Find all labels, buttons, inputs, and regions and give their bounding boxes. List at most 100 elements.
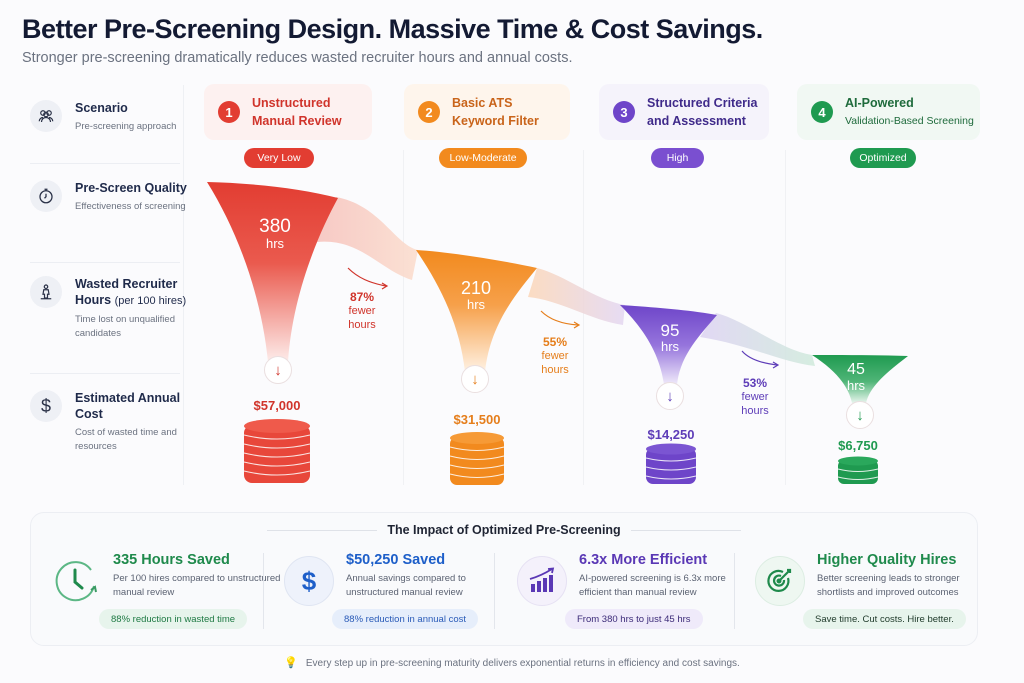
arrow-down-icon: ↓ xyxy=(656,382,684,410)
row-desc: Cost of wasted time and resources xyxy=(75,427,177,452)
row-divider xyxy=(30,373,180,374)
scenario-name-line2: and Assessment xyxy=(647,114,746,128)
hours-unit: hrs xyxy=(846,378,866,393)
scenario-header-1: 1 Unstructured Manual Review xyxy=(204,84,372,140)
row-title: Pre-Screen Quality xyxy=(75,181,187,195)
scenario-name-line2: Validation-Based Screening xyxy=(845,115,974,127)
lightbulb-icon: 💡 xyxy=(284,657,298,669)
row-desc: Effectiveness of screening xyxy=(75,201,186,212)
impact-card-hours: 335 Hours Saved Per 100 hires compared t… xyxy=(51,550,280,640)
page-subtitle: Stronger pre-screening dramatically redu… xyxy=(22,50,573,66)
reduction-label-1: 87% fewer hours xyxy=(337,290,387,332)
scenario-name-line2: Keyword Filter xyxy=(452,114,539,128)
step-number: 2 xyxy=(418,101,440,123)
reduction-label-3: 53% fewer hours xyxy=(730,376,780,418)
impact-title-text: The Impact of Optimized Pre-Screening xyxy=(387,523,621,537)
stopwatch-icon xyxy=(30,180,62,212)
card-desc: AI-powered screening is 6.3x more effici… xyxy=(579,573,726,598)
annual-cost-3: $14,250 xyxy=(647,427,695,442)
scenario-header-4: 4 AI-Powered Validation-Based Screening xyxy=(797,84,980,140)
column-divider xyxy=(785,150,786,485)
reduction-text: fewer xyxy=(741,391,769,403)
reduction-text: fewer xyxy=(541,350,569,362)
scenario-name-line1: Structured Criteria xyxy=(647,96,758,110)
reduction-text: hours xyxy=(541,364,569,376)
scenario-header-2: 2 Basic ATS Keyword Filter xyxy=(404,84,570,140)
footer-text: Every step up in pre-screening maturity … xyxy=(305,658,740,669)
card-desc: Annual savings compared to unstructured … xyxy=(346,573,466,598)
quality-badge: Low-Moderate xyxy=(439,148,527,168)
reduction-pct: 87% xyxy=(349,290,375,304)
card-title: $50,250 Saved xyxy=(346,552,446,568)
footer-note: 💡 Every step up in pre-screening maturity… xyxy=(0,656,1024,669)
hours-number: 210 xyxy=(460,278,492,298)
row-desc: Time lost on unqualified candidates xyxy=(75,314,175,339)
annual-cost-2: $31,500 xyxy=(453,412,501,427)
quality-badge: High xyxy=(651,148,704,168)
row-title: Wasted Recruiter Hours (per 100 hires) xyxy=(75,276,190,309)
quality-badge: Very Low xyxy=(244,148,314,168)
hours-value-4: 45 hrs xyxy=(826,362,886,395)
card-pill: 88% reduction in annual cost xyxy=(332,609,478,629)
card-title: Higher Quality Hires xyxy=(817,552,957,568)
row-title-suffix: (per 100 hires) xyxy=(114,295,187,307)
annual-cost-4: $6,750 xyxy=(838,438,878,453)
bar-chart-trend-icon xyxy=(517,556,567,606)
coin-stack-4 xyxy=(837,456,879,484)
row-title-text: Wasted Recruiter Hours xyxy=(75,277,178,307)
dollar-circle-icon: $ xyxy=(284,556,334,606)
hours-number: 95 xyxy=(660,321,680,340)
hours-number: 380 xyxy=(259,216,291,237)
reduction-text: fewer xyxy=(348,305,376,317)
scenario-header-3: 3 Structured Criteria and Assessment xyxy=(599,84,769,140)
scenario-name-line2: Manual Review xyxy=(252,114,342,128)
column-divider xyxy=(583,150,584,485)
coin-stack-3 xyxy=(645,443,697,484)
card-title: 335 Hours Saved xyxy=(113,552,230,568)
dollar-icon: $ xyxy=(30,390,62,422)
impact-card-quality: Higher Quality Hires Better screening le… xyxy=(755,550,975,640)
quality-badge: Optimized xyxy=(850,148,916,168)
scenario-name-line1: AI-Powered xyxy=(845,96,914,110)
hours-unit: hrs xyxy=(660,339,680,354)
reduction-text: hours xyxy=(741,405,769,417)
target-icon xyxy=(755,556,805,606)
arrow-down-icon: ↓ xyxy=(846,401,874,429)
row-title: Estimated Annual Cost xyxy=(75,391,181,421)
card-desc: Per 100 hires compared to unstructured m… xyxy=(113,573,281,598)
left-column-divider xyxy=(183,85,184,485)
card-desc: Better screening leads to stronger short… xyxy=(817,573,960,598)
column-divider xyxy=(403,150,404,485)
row-divider xyxy=(30,163,180,164)
arrow-down-icon: ↓ xyxy=(264,356,292,384)
impact-panel: The Impact of Optimized Pre-Screening 33… xyxy=(30,512,978,646)
arrow-down-icon: ↓ xyxy=(461,365,489,393)
card-divider xyxy=(263,553,264,629)
person-standing-icon xyxy=(30,276,62,308)
reduction-text: hours xyxy=(348,319,376,331)
card-divider xyxy=(734,553,735,629)
reduction-label-2: 55% fewer hours xyxy=(530,335,580,377)
page-title: Better Pre-Screening Design. Massive Tim… xyxy=(22,14,763,44)
coin-stack-1 xyxy=(243,419,311,483)
card-divider xyxy=(494,553,495,629)
impact-card-cost: $ $50,250 Saved Annual savings compared … xyxy=(284,550,504,640)
card-pill: 88% reduction in wasted time xyxy=(99,609,248,629)
step-number: 3 xyxy=(613,101,635,123)
step-number: 1 xyxy=(218,101,240,123)
step-number: 4 xyxy=(811,101,833,123)
row-title: Scenario xyxy=(75,101,128,115)
hours-unit: hrs xyxy=(265,236,285,251)
title-rule xyxy=(630,530,741,532)
hours-value-2: 210 hrs xyxy=(446,279,506,314)
impact-title: The Impact of Optimized Pre-Screening xyxy=(31,523,977,537)
title-rule xyxy=(267,530,378,532)
clock-refresh-icon xyxy=(51,556,101,606)
annual-cost-1: $57,000 xyxy=(253,398,301,413)
card-pill: From 380 hrs to just 45 hrs xyxy=(565,609,703,629)
people-group-icon xyxy=(30,100,62,132)
card-title: 6.3x More Efficient xyxy=(579,552,708,568)
hours-value-1: 380 hrs xyxy=(245,217,305,253)
card-pill: Save time. Cut costs. Hire better. xyxy=(803,609,966,629)
reduction-pct: 55% xyxy=(542,335,568,349)
